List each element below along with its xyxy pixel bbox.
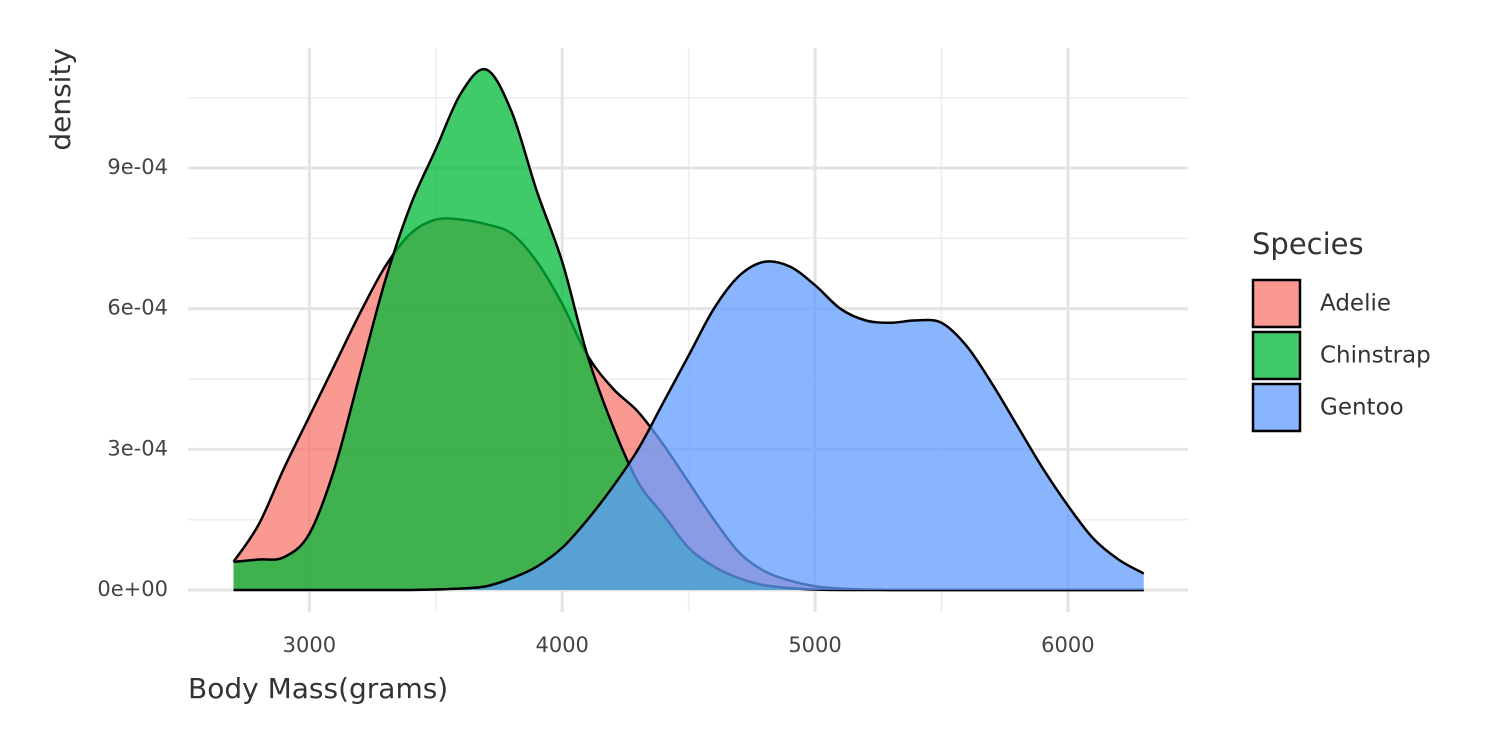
y-tick-label: 9e-04 — [107, 155, 168, 179]
y-tick-label: 3e-04 — [107, 436, 168, 460]
legend-title: Species — [1252, 227, 1364, 261]
density-line — [233, 260, 1145, 592]
x-tick-label: 6000 — [1041, 633, 1094, 657]
x-tick-label: 3000 — [283, 633, 336, 657]
legend-key — [1251, 382, 1302, 433]
density-area — [233, 261, 1144, 590]
density-area — [233, 69, 1144, 590]
legend-key — [1251, 278, 1302, 329]
legend-key — [1251, 330, 1302, 381]
plot-area — [232, 67, 1145, 592]
y-axis-label: density — [44, 48, 77, 151]
legend-label: Adelie — [1320, 291, 1391, 317]
x-tick-label: 4000 — [535, 633, 588, 657]
legend-label: Chinstrap — [1320, 343, 1431, 369]
legend-label: Gentoo — [1320, 395, 1404, 421]
x-axis-label: Body Mass(grams) — [188, 672, 448, 705]
x-tick-label: 5000 — [788, 633, 841, 657]
y-tick-label: 0e+00 — [97, 577, 168, 601]
y-tick-label: 6e-04 — [107, 296, 168, 320]
